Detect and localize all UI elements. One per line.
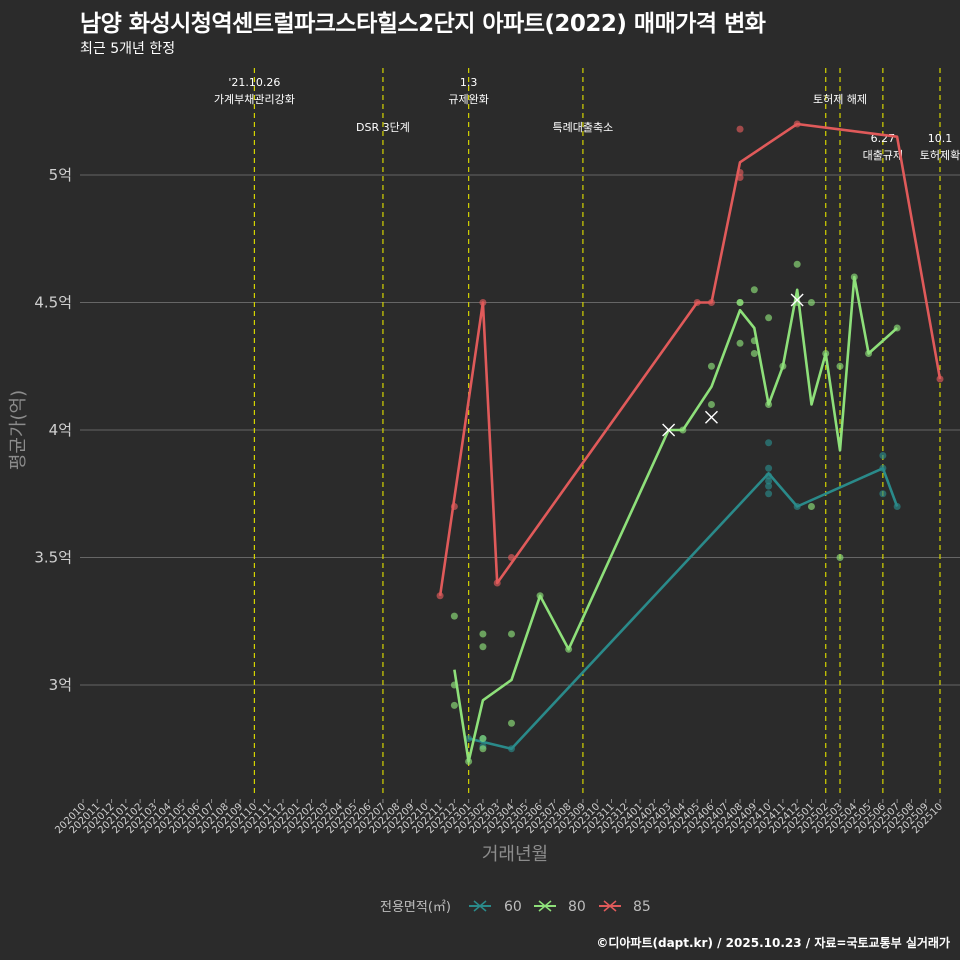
data-point-80 xyxy=(736,299,744,306)
data-point-80 xyxy=(479,643,487,651)
legend-title: 전용면적(㎡) xyxy=(380,900,451,915)
series-line-85 xyxy=(438,122,942,596)
data-point-80 xyxy=(736,339,744,347)
data-point-80 xyxy=(450,612,458,620)
data-point-60 xyxy=(765,490,773,498)
data-point-60 xyxy=(879,490,887,498)
series-60 xyxy=(465,439,901,753)
data-point-60 xyxy=(879,452,887,459)
data-point-80 xyxy=(836,554,844,561)
legend-item-60: 60 xyxy=(469,899,522,915)
series-layer xyxy=(436,120,944,765)
data-point-80 xyxy=(508,630,515,638)
y-tick-label: 4억 xyxy=(49,421,72,439)
data-point-80 xyxy=(807,299,815,306)
event-label: DSR 3단계 xyxy=(356,121,410,134)
data-point-80 xyxy=(479,630,487,638)
event-label: 토허제 해제 xyxy=(813,92,867,106)
y-tick-label: 5억 xyxy=(49,166,72,184)
chart-subtitle: 최근 5개년 한정 xyxy=(80,41,176,57)
data-point-85 xyxy=(736,125,744,133)
legend-item-85: 85 xyxy=(599,899,651,915)
data-point-60 xyxy=(765,477,773,485)
y-tick-label: 4.5억 xyxy=(34,294,72,312)
data-point-80 xyxy=(807,503,815,510)
series-line-60 xyxy=(468,467,899,751)
legend: 전용면적(㎡) 60 80 85 xyxy=(380,899,651,915)
cross-marker-80 xyxy=(790,293,804,307)
x-axis-title: 거래년월 xyxy=(482,844,548,865)
legend-item-80: 80 xyxy=(534,899,586,915)
data-point-80 xyxy=(707,362,715,370)
event-label: 1.3 규제완화 xyxy=(448,76,488,106)
legend-label-80: 80 xyxy=(568,899,586,915)
data-point-60 xyxy=(765,482,773,490)
data-point-80 xyxy=(479,745,487,753)
cross-marker-80 xyxy=(662,423,676,437)
data-point-60 xyxy=(765,439,773,447)
data-point-80 xyxy=(750,286,758,294)
data-point-60 xyxy=(765,464,773,472)
data-point-80 xyxy=(836,362,844,370)
data-point-80 xyxy=(765,314,773,322)
chart-title: 남양 화성시청역센트럴파크스타힐스2단지 아파트(2022) 매매가격 변화 xyxy=(80,11,766,37)
data-point-80 xyxy=(793,260,801,268)
data-point-80 xyxy=(707,401,715,408)
cross-marker-80 xyxy=(704,410,718,424)
source-caption: ©디아파트(dapt.kr) / 2025.10.23 / 자료=국토교통부 실… xyxy=(596,936,950,950)
data-point-80 xyxy=(508,719,515,727)
series-85 xyxy=(436,120,944,600)
legend-label-60: 60 xyxy=(504,899,522,915)
series-80 xyxy=(450,260,901,765)
data-point-80 xyxy=(450,701,458,709)
data-point-80 xyxy=(479,735,487,743)
event-label: 특례대출축소 xyxy=(553,121,614,134)
series-line-80 xyxy=(453,275,898,763)
legend-label-85: 85 xyxy=(633,899,651,915)
y-tick-label: 3억 xyxy=(49,676,72,694)
y-axis-title: 평균가(억) xyxy=(8,390,29,470)
grid-layer xyxy=(80,174,960,686)
event-label: 10.1 토허제확 xyxy=(920,132,960,162)
event-label: '21.10.26 가계부채관리강화 xyxy=(214,76,295,106)
data-point-80 xyxy=(750,350,758,357)
y-tick-label: 3.5억 xyxy=(34,549,72,567)
